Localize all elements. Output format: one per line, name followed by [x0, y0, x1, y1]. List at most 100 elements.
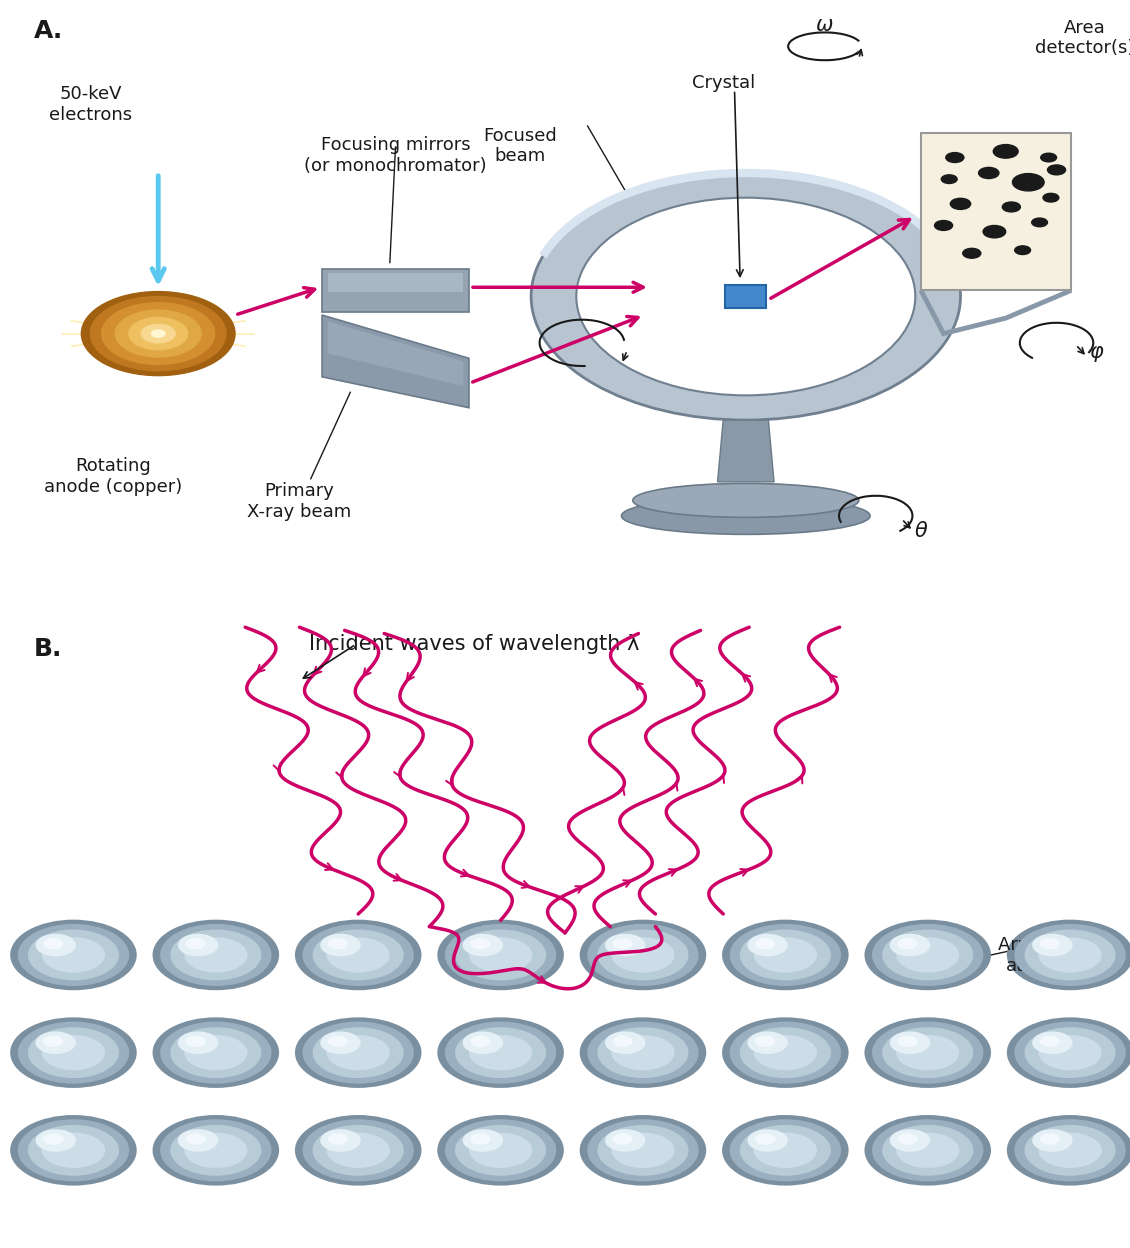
Circle shape — [437, 920, 564, 990]
Circle shape — [740, 1124, 831, 1176]
Circle shape — [462, 1129, 503, 1152]
Circle shape — [605, 1129, 645, 1152]
Circle shape — [580, 1114, 706, 1186]
Circle shape — [598, 930, 688, 981]
Circle shape — [445, 1119, 556, 1182]
Circle shape — [153, 1114, 279, 1186]
Circle shape — [889, 1031, 930, 1055]
Circle shape — [327, 1133, 390, 1168]
Circle shape — [896, 937, 959, 972]
Circle shape — [1038, 1133, 1102, 1168]
Circle shape — [42, 1133, 105, 1168]
Circle shape — [872, 1119, 983, 1182]
Circle shape — [455, 930, 546, 981]
Ellipse shape — [622, 497, 870, 534]
Text: Focusing mirrors
(or monochromator): Focusing mirrors (or monochromator) — [304, 136, 487, 175]
Circle shape — [897, 1036, 918, 1047]
Circle shape — [35, 1129, 76, 1152]
Circle shape — [462, 1031, 503, 1055]
Circle shape — [993, 145, 1018, 158]
Circle shape — [320, 934, 360, 956]
Circle shape — [754, 937, 817, 972]
Circle shape — [18, 1022, 129, 1083]
Circle shape — [755, 938, 775, 950]
Circle shape — [889, 934, 930, 956]
Circle shape — [598, 1027, 688, 1078]
Circle shape — [611, 937, 675, 972]
Circle shape — [184, 1035, 247, 1071]
Circle shape — [462, 934, 503, 956]
Circle shape — [327, 1035, 390, 1071]
Circle shape — [1007, 920, 1130, 990]
Circle shape — [115, 310, 201, 357]
Circle shape — [313, 930, 403, 981]
Text: Focused
beam: Focused beam — [483, 126, 557, 166]
Circle shape — [1002, 202, 1020, 212]
Circle shape — [1015, 924, 1125, 986]
Circle shape — [983, 226, 1006, 238]
Circle shape — [883, 1124, 973, 1176]
Circle shape — [185, 1036, 206, 1047]
Circle shape — [897, 938, 918, 950]
Text: ω: ω — [816, 15, 834, 35]
Circle shape — [171, 930, 261, 981]
Text: Incident waves of wavelength λ: Incident waves of wavelength λ — [310, 634, 640, 654]
Text: 50-keV
electrons: 50-keV electrons — [49, 85, 132, 124]
Circle shape — [1015, 246, 1031, 255]
Circle shape — [42, 1035, 105, 1071]
Circle shape — [612, 1133, 633, 1144]
Text: Primary
X-ray beam: Primary X-ray beam — [247, 482, 351, 520]
Circle shape — [43, 1036, 63, 1047]
Circle shape — [611, 1133, 675, 1168]
Circle shape — [872, 924, 983, 986]
Circle shape — [295, 1114, 421, 1186]
Text: φ: φ — [1090, 342, 1104, 362]
Circle shape — [588, 924, 698, 986]
Circle shape — [754, 1133, 817, 1168]
Circle shape — [730, 1022, 841, 1083]
Circle shape — [605, 1031, 645, 1055]
Text: θ: θ — [914, 522, 928, 542]
Circle shape — [580, 1017, 706, 1088]
Circle shape — [28, 1124, 119, 1176]
Ellipse shape — [576, 197, 915, 396]
Circle shape — [896, 1133, 959, 1168]
Circle shape — [35, 1031, 76, 1055]
Circle shape — [722, 920, 849, 990]
Circle shape — [1048, 165, 1066, 175]
Circle shape — [612, 938, 633, 950]
Circle shape — [580, 920, 706, 990]
Circle shape — [864, 1114, 991, 1186]
Circle shape — [303, 1119, 414, 1182]
Circle shape — [1040, 938, 1060, 950]
Circle shape — [18, 1119, 129, 1182]
Circle shape — [883, 930, 973, 981]
Circle shape — [28, 930, 119, 981]
Circle shape — [469, 1035, 532, 1071]
Circle shape — [1043, 193, 1059, 202]
Circle shape — [43, 938, 63, 950]
Circle shape — [1032, 1129, 1072, 1152]
Circle shape — [28, 1027, 119, 1078]
Text: B.: B. — [34, 636, 62, 660]
Circle shape — [1015, 1119, 1125, 1182]
Circle shape — [889, 1129, 930, 1152]
Circle shape — [1025, 1124, 1115, 1176]
Circle shape — [303, 1022, 414, 1083]
Circle shape — [1032, 218, 1048, 227]
Circle shape — [141, 324, 175, 343]
Circle shape — [1038, 1035, 1102, 1071]
Circle shape — [327, 937, 390, 972]
Polygon shape — [322, 314, 469, 408]
Circle shape — [43, 1133, 63, 1144]
Circle shape — [469, 1133, 532, 1168]
Circle shape — [1038, 937, 1102, 972]
Circle shape — [185, 938, 206, 950]
Polygon shape — [322, 268, 469, 312]
Circle shape — [313, 1124, 403, 1176]
Circle shape — [455, 1027, 546, 1078]
Circle shape — [320, 1031, 360, 1055]
Circle shape — [1015, 1022, 1125, 1083]
Circle shape — [42, 937, 105, 972]
Circle shape — [445, 1022, 556, 1083]
